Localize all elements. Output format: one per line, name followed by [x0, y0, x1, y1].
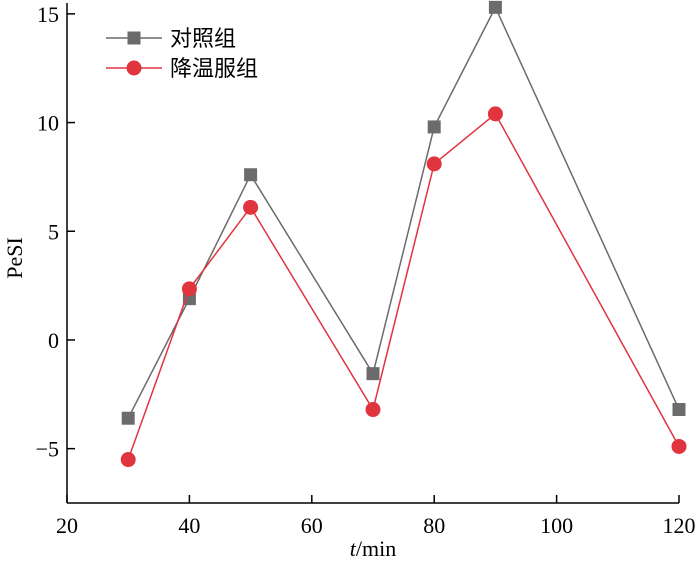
data-point-square [427, 120, 441, 134]
x-axis-label-unit: /min [356, 536, 396, 561]
data-point-circle [671, 438, 687, 454]
legend-item: 对照组 [106, 27, 236, 52]
y-tick-label: 0 [48, 328, 59, 353]
data-point-square [121, 411, 135, 425]
series-layer [120, 0, 687, 468]
data-point-square [366, 367, 380, 381]
x-tick-label: 100 [540, 513, 573, 538]
x-axis-label-var: t [350, 536, 357, 561]
legend-label: 对照组 [170, 27, 236, 52]
series-control [121, 0, 686, 425]
data-point-circle [243, 199, 259, 215]
y-tick-label: 10 [37, 111, 59, 136]
data-point-square [488, 0, 502, 14]
x-tick-label: 120 [663, 513, 696, 538]
x-tick-label: 40 [178, 513, 200, 538]
x-axis-label: t/min [350, 536, 396, 561]
data-point-circle [120, 452, 136, 468]
y-tick-label: 15 [37, 2, 59, 27]
data-point-circle [365, 402, 381, 418]
y-axis-label: PeSI [2, 237, 27, 279]
series-cooling [120, 106, 687, 468]
legend-square-icon [127, 31, 141, 45]
legend-label: 降温服组 [170, 57, 258, 82]
x-tick-label: 80 [423, 513, 445, 538]
axes: 20 40 60 80 100 120 15 10 5 0 −5 [36, 2, 696, 538]
legend-circle-icon [126, 60, 142, 76]
data-point-circle [487, 106, 503, 122]
x-tick-label: 20 [56, 513, 78, 538]
data-point-square [244, 168, 258, 182]
legend-item: 降温服组 [106, 57, 258, 82]
x-tick-label: 60 [301, 513, 323, 538]
data-point-circle [181, 281, 197, 297]
data-point-circle [426, 156, 442, 172]
y-tick-label: 5 [48, 219, 59, 244]
series-line [127, 112, 680, 460]
data-point-square [672, 403, 686, 417]
y-tick-label: −5 [36, 437, 59, 462]
